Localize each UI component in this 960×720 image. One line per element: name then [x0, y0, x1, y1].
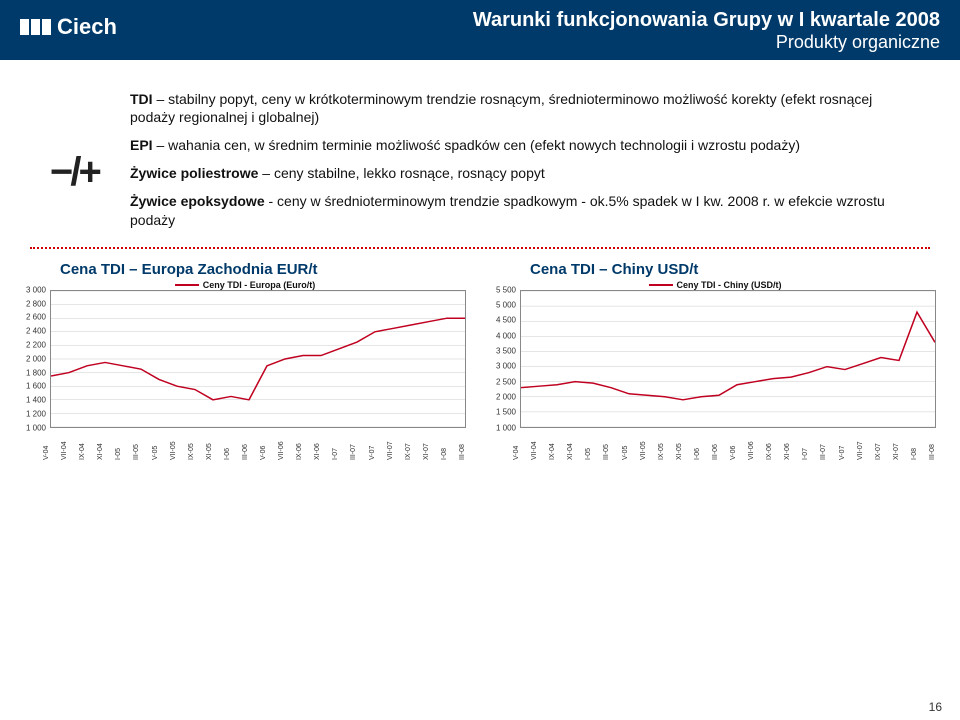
header-bar: Ciech Warunki funkcjonowania Grupy w I k…	[0, 0, 960, 60]
divider	[30, 247, 930, 249]
chart-1-legend-text: Ceny TDI - Europa (Euro/t)	[203, 280, 316, 290]
bullet-3: Żywice poliestrowe – ceny stabilne, lekk…	[130, 164, 910, 182]
chart-2-title: Cena TDI – Chiny USD/t	[490, 261, 940, 278]
bullet-1-text: – stabilny popyt, ceny w krótkoterminowy…	[130, 91, 872, 125]
bullet-3-term: Żywice poliestrowe	[130, 165, 258, 181]
bullet-2-term: EPI	[130, 137, 153, 153]
chart-1-legend-swatch	[175, 284, 199, 286]
chart-2-plot	[520, 290, 936, 428]
chart-2: Cena TDI – Chiny USD/t Ceny TDI - Chiny …	[490, 261, 940, 460]
chart-2-ylabels: 1 0001 5002 0002 5003 0003 5004 0004 500…	[490, 290, 518, 428]
chart-1-title: Cena TDI – Europa Zachodnia EUR/t	[20, 261, 470, 278]
bullet-4-term: Żywice epoksydowe	[130, 193, 265, 209]
chart-1-ylabels: 1 0001 2001 4001 6001 8002 0002 2002 400…	[20, 290, 48, 428]
logo: Ciech	[20, 8, 117, 40]
title-line1: Warunki funkcjonowania Grupy w I kwartal…	[147, 8, 940, 32]
body-area: −/+ TDI – stabilny popyt, ceny w krótkot…	[0, 60, 960, 239]
title-line2: Produkty organiczne	[147, 32, 940, 54]
chart-1-legend: Ceny TDI - Europa (Euro/t)	[20, 280, 470, 290]
chart-2-xlabels: V-04VII-04IX-04XI-04I-05III-05V-05VII-05…	[520, 430, 936, 460]
bullet-2-text: – wahania cen, w średnim terminie możliw…	[153, 137, 800, 153]
bullet-list: TDI – stabilny popyt, ceny w krótkotermi…	[130, 90, 910, 239]
chart-1-xlabels: V-04VII-04IX-04XI-04I-05III-05V-05VII-05…	[50, 430, 466, 460]
chart-2-frame: 1 0001 5002 0002 5003 0003 5004 0004 500…	[520, 290, 936, 460]
bullet-3-text: – ceny stabilne, lekko rosnące, rosnący …	[258, 165, 544, 181]
chart-2-svg	[521, 291, 935, 427]
chart-1: Cena TDI – Europa Zachodnia EUR/t Ceny T…	[20, 261, 470, 460]
bullet-1-term: TDI	[130, 91, 153, 107]
chart-1-svg	[51, 291, 465, 427]
bullet-4: Żywice epoksydowe - ceny w średniotermin…	[130, 192, 910, 228]
bullet-2: EPI – wahania cen, w średnim terminie mo…	[130, 136, 910, 154]
symbol-mark: −/+	[50, 90, 130, 239]
chart-1-plot	[50, 290, 466, 428]
chart-2-legend: Ceny TDI - Chiny (USD/t)	[490, 280, 940, 290]
page-number: 16	[929, 700, 942, 714]
chart-2-legend-swatch	[649, 284, 673, 286]
logo-mark	[20, 19, 51, 35]
chart-2-legend-text: Ceny TDI - Chiny (USD/t)	[677, 280, 782, 290]
title-block: Warunki funkcjonowania Grupy w I kwartal…	[147, 8, 940, 54]
logo-text: Ciech	[57, 14, 117, 40]
charts-row: Cena TDI – Europa Zachodnia EUR/t Ceny T…	[0, 257, 960, 460]
chart-1-frame: 1 0001 2001 4001 6001 8002 0002 2002 400…	[50, 290, 466, 460]
bullet-1: TDI – stabilny popyt, ceny w krótkotermi…	[130, 90, 910, 126]
